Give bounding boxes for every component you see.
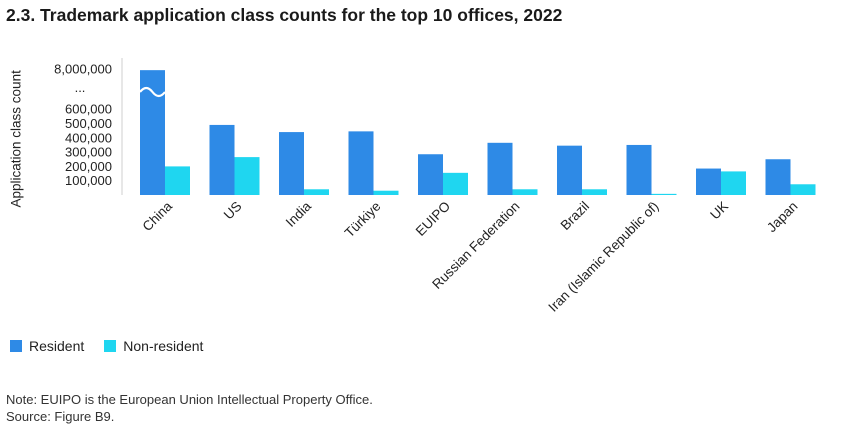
bar-resident-iran-islamic-republic-of xyxy=(626,144,652,195)
legend-label-non-resident: Non-resident xyxy=(123,338,204,354)
bar-resident-t-rkiye xyxy=(348,131,374,195)
bar-non-resident-brazil xyxy=(582,189,607,195)
x-tick-label-india: India xyxy=(283,198,315,230)
y-tick-label: 200,000 xyxy=(65,159,112,174)
bars xyxy=(139,70,816,195)
bar-resident-japan xyxy=(765,159,791,195)
bar-non-resident-india xyxy=(304,189,329,195)
y-tick-label: 8,000,000 xyxy=(54,62,112,77)
bar-resident-russian-federation xyxy=(487,142,513,195)
legend-swatch-non-resident xyxy=(104,340,117,352)
note-text: Note: EUIPO is the European Union Intell… xyxy=(6,392,373,407)
x-tick-label-us: US xyxy=(221,199,245,223)
bar-non-resident-iran-islamic-republic-of xyxy=(651,193,677,195)
y-tick-label: 600,000 xyxy=(65,102,112,117)
source-text: Source: Figure B9. xyxy=(6,409,115,424)
y-axis-ticks: 100,000200,000300,000400,000500,000600,0… xyxy=(54,58,123,195)
legend-item-non-resident: Non-resident xyxy=(104,338,203,354)
bar-non-resident-t-rkiye xyxy=(373,190,399,195)
y-axis-break-ellipsis: ... xyxy=(75,80,86,95)
legend-swatch-resident xyxy=(10,340,22,352)
x-tick-label-japan: Japan xyxy=(764,199,801,236)
x-tick-label-uk: UK xyxy=(707,199,731,223)
bar-non-resident-china xyxy=(165,166,190,195)
bar-non-resident-us xyxy=(234,157,260,195)
bar-resident-euipo xyxy=(418,154,443,195)
bar-resident-brazil xyxy=(557,145,582,195)
x-tick-label-brazil: Brazil xyxy=(558,199,592,233)
bar-non-resident-euipo xyxy=(443,172,468,195)
footnote: Note: EUIPO is the European Union Intell… xyxy=(6,391,373,425)
x-tick-label-china: China xyxy=(140,198,176,234)
x-tick-label-euipo: EUIPO xyxy=(413,199,453,239)
chart-title: 2.3. Trademark application class counts … xyxy=(6,5,563,25)
legend: Resident Non-resident xyxy=(10,338,223,354)
y-tick-label: 100,000 xyxy=(65,173,112,188)
y-tick-label: 500,000 xyxy=(65,116,112,131)
legend-item-resident: Resident xyxy=(10,338,84,354)
bar-resident-uk xyxy=(696,168,721,195)
x-tick-label-t-rkiye: Türkiye xyxy=(342,199,384,241)
bar-non-resident-russian-federation xyxy=(512,189,538,195)
bar-non-resident-uk xyxy=(721,171,746,195)
bar-resident-india xyxy=(279,132,304,195)
y-tick-label: 400,000 xyxy=(65,130,112,145)
bar-chart: 100,000200,000300,000400,000500,000600,0… xyxy=(54,58,816,315)
bar-non-resident-japan xyxy=(790,184,816,195)
bar-resident-us xyxy=(209,124,235,195)
axis-break-mark xyxy=(139,86,166,98)
y-tick-label: 300,000 xyxy=(65,145,112,160)
legend-label-resident: Resident xyxy=(29,338,85,354)
